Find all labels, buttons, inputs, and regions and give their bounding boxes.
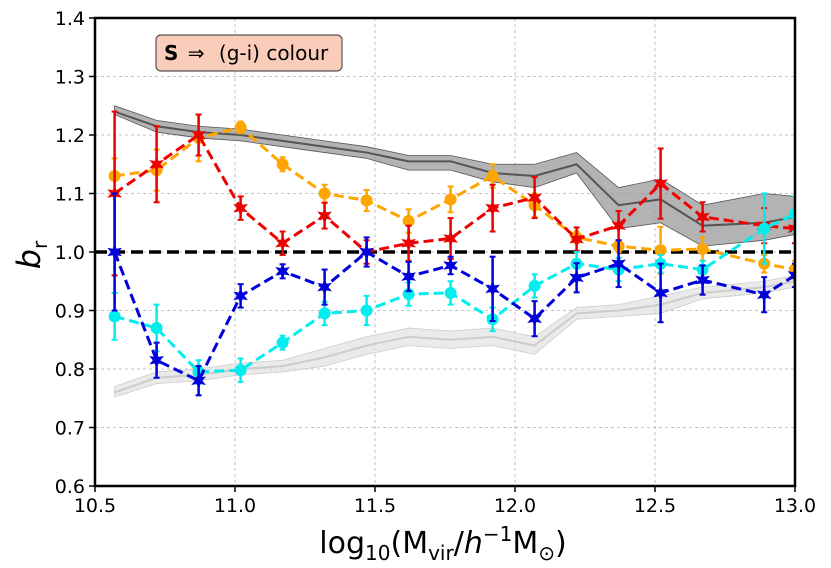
data-point-star: [233, 199, 248, 217]
data-point-circle: [234, 121, 247, 134]
data-point-circle: [360, 194, 373, 207]
data-point-star: [191, 126, 206, 144]
data-point-circle: [276, 158, 289, 171]
series-line: [113, 250, 795, 383]
data-point-star: [443, 230, 458, 248]
data-point-star: [695, 271, 710, 289]
data-point-star: [653, 284, 668, 302]
data-series: [107, 110, 795, 397]
y-tick-label: 0.9: [55, 301, 85, 323]
y-title-b: b: [10, 249, 48, 269]
x-title-sun: ⊙: [538, 541, 555, 565]
data-point-star: [233, 287, 248, 305]
x-tick-label: 11.0: [214, 495, 256, 517]
data-point-circle: [486, 169, 499, 182]
data-point-circle: [696, 243, 709, 256]
x-tick-label: 11.5: [354, 495, 396, 517]
x-title-exp: −1: [483, 522, 512, 546]
x-title-log: log: [319, 526, 365, 561]
band-median-line: [114, 280, 795, 394]
data-point-circle: [150, 322, 163, 335]
data-point-circle: [444, 286, 457, 299]
data-point-star: [787, 266, 795, 284]
data-point-circle: [654, 244, 667, 257]
y-tick-label: 0.7: [55, 418, 85, 440]
data-point-circle: [108, 310, 121, 323]
data-point-circle: [318, 187, 331, 200]
y-tick-label: 1.1: [55, 184, 85, 206]
x-title-m: M: [512, 526, 538, 561]
y-axis-title-rotated: br: [10, 240, 52, 269]
data-point-circle: [528, 279, 541, 292]
data-point-star: [653, 175, 668, 193]
data-point-star: [527, 189, 542, 207]
data-point-star: [149, 351, 164, 369]
data-point-circle: [276, 336, 289, 349]
x-tick-label: 13.0: [774, 495, 816, 517]
band-fill: [114, 274, 795, 398]
axis-ticks: 10.5 11.0 11.5 12.0 12.5 13.0 0.6 0.7 0.8 0.9 1.0 1…: [55, 8, 816, 517]
y-tick-label: 1.3: [55, 67, 85, 89]
data-point-circle: [360, 304, 373, 317]
data-point-circle: [444, 193, 457, 206]
x-axis-title: log10(Mvir/h−1M⊙): [319, 522, 566, 565]
annotation-text: S ⇒ (g-i) colour: [164, 41, 329, 65]
data-point-star: [611, 217, 626, 235]
x-tick-label: 10.5: [74, 495, 116, 517]
y-tick-label: 1.2: [55, 125, 85, 147]
data-point-star: [107, 243, 122, 261]
data-point-star: [485, 199, 500, 217]
band-median-line: [114, 110, 795, 227]
annotation-bold: S: [164, 41, 178, 65]
data-point-star: [149, 155, 164, 173]
data-point-star: [611, 255, 626, 273]
y-tick-label: 1.0: [55, 242, 85, 264]
data-point-star: [756, 286, 772, 304]
data-point-star: [569, 230, 584, 248]
data-point-circle: [758, 222, 771, 235]
annotation-background: [155, 34, 343, 72]
band-fill: [114, 105, 795, 247]
x-tick-label: 12.0: [494, 495, 536, 517]
x-title-h: h: [464, 526, 483, 561]
annotation-arrow: ⇒: [188, 41, 205, 65]
data-point-star: [695, 208, 710, 226]
data-point-star: [401, 234, 416, 252]
data-point-circle: [789, 207, 795, 220]
data-point-star: [485, 280, 500, 298]
data-point-star: [401, 268, 416, 286]
series-blue: [107, 192, 795, 397]
data-point-star: [527, 310, 542, 328]
x-title-slash: /: [454, 526, 465, 561]
y-tick-label: 0.8: [55, 359, 85, 381]
data-point-star: [443, 256, 458, 274]
data-point-star: [359, 243, 374, 261]
data-point-star: [317, 207, 332, 225]
x-title-open: (M: [390, 526, 428, 561]
y-title-sub: r: [28, 240, 52, 249]
data-point-star: [569, 269, 584, 287]
data-point-star: [317, 278, 332, 296]
x-tick-label: 12.5: [634, 495, 676, 517]
annotation-label: (g-i) colour: [219, 41, 329, 65]
data-point-circle: [402, 214, 415, 227]
y-tick-label: 0.6: [55, 476, 85, 498]
data-point-star: [191, 372, 206, 390]
annotation-box: S ⇒ (g-i) colour: [155, 34, 343, 72]
x-title-vir: vir: [428, 541, 454, 565]
data-point-star: [275, 234, 290, 252]
data-point-circle: [234, 364, 247, 377]
x-title-sub: 10: [365, 541, 390, 565]
data-point-circle: [318, 307, 331, 320]
y-tick-label: 1.4: [55, 8, 85, 30]
shaded-bands: [114, 105, 795, 398]
data-point-star: [275, 262, 290, 280]
data-point-star: [787, 220, 795, 238]
x-title-close: ): [555, 526, 567, 561]
series-line: [113, 132, 795, 254]
